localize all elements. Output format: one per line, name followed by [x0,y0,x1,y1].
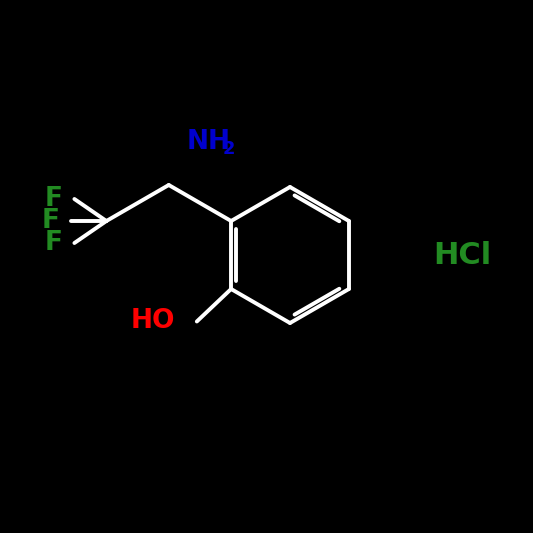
Text: F: F [42,208,59,234]
Text: F: F [44,186,62,212]
Text: 2: 2 [223,140,235,158]
Text: HO: HO [131,309,175,335]
Text: NH: NH [187,129,231,155]
Text: HCl: HCl [433,240,491,270]
Text: F: F [44,230,62,256]
